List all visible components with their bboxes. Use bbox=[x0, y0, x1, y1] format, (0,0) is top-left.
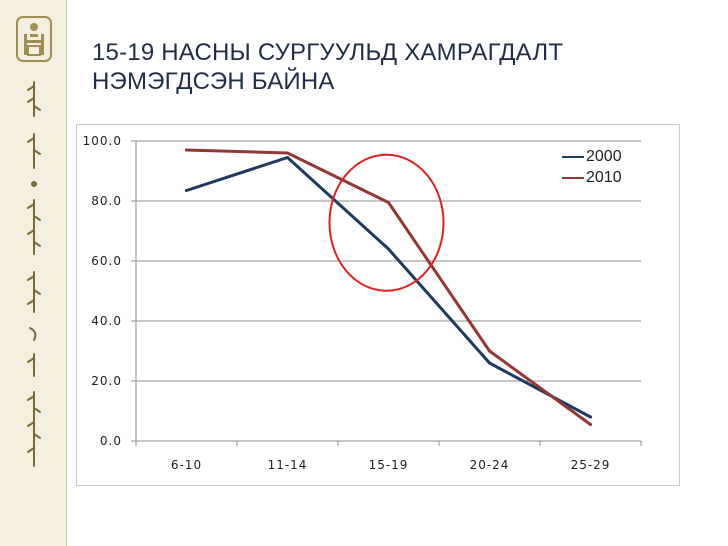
mongolian-script-ornament bbox=[27, 81, 41, 467]
x-tick-label: 11-14 bbox=[268, 458, 308, 472]
legend-item-2000: 2000 bbox=[562, 146, 622, 167]
legend-swatch-2000 bbox=[562, 155, 584, 158]
x-tick-label: 25-29 bbox=[571, 458, 611, 472]
sidebar-ornament bbox=[0, 0, 66, 546]
x-tick-label: 6-10 bbox=[171, 458, 202, 472]
slide-title: 15-19 НАСНЫ СУРГУУЛЬД ХАМРАГДАЛТ НЭМЭГДС… bbox=[92, 38, 692, 96]
legend-swatch-2010 bbox=[562, 176, 584, 179]
legend-label-2000: 2000 bbox=[586, 147, 622, 165]
data-point-2010 bbox=[589, 423, 592, 426]
data-point-2010 bbox=[185, 148, 188, 152]
title-line-2: НЭМЭГДСЭН БАЙНА bbox=[92, 68, 335, 95]
highlight-circle bbox=[328, 153, 445, 292]
data-point-2010 bbox=[488, 349, 491, 353]
legend-label-2010: 2010 bbox=[586, 168, 622, 186]
data-point-2000 bbox=[488, 361, 491, 365]
line-chart: 0.0 20.0 40.0 60.0 80.0 100.0 6-10 11-14 15-19 20… bbox=[83, 134, 642, 472]
data-point-2000 bbox=[589, 415, 592, 419]
data-point-2010 bbox=[387, 201, 390, 204]
x-tick-label: 20-24 bbox=[470, 458, 510, 472]
soyombo-emblem-icon bbox=[16, 16, 52, 62]
y-tick-label: 80.0 bbox=[91, 194, 122, 208]
data-point-2000 bbox=[185, 189, 188, 192]
y-tick-label: 100.0 bbox=[83, 134, 122, 148]
data-point-2010 bbox=[286, 151, 289, 155]
sidebar-divider bbox=[66, 0, 67, 546]
series-line-2000 bbox=[185, 156, 592, 419]
x-tick-label: 15-19 bbox=[369, 458, 409, 472]
y-tick-label: 0.0 bbox=[100, 434, 122, 448]
chart-area: 0.0 20.0 40.0 60.0 80.0 100.0 6-10 11-14 15-19 20… bbox=[76, 124, 680, 486]
data-point-2000 bbox=[286, 156, 289, 159]
y-tick-label: 40.0 bbox=[91, 314, 122, 328]
title-line-1: 15-19 НАСНЫ СУРГУУЛЬД ХАМРАГДАЛТ bbox=[92, 39, 564, 66]
y-tick-label: 60.0 bbox=[91, 254, 122, 268]
y-tick-label: 20.0 bbox=[91, 374, 122, 388]
chart-legend: 2000 2010 bbox=[562, 146, 622, 188]
legend-item-2010: 2010 bbox=[562, 167, 622, 188]
data-point-2000 bbox=[387, 247, 390, 251]
